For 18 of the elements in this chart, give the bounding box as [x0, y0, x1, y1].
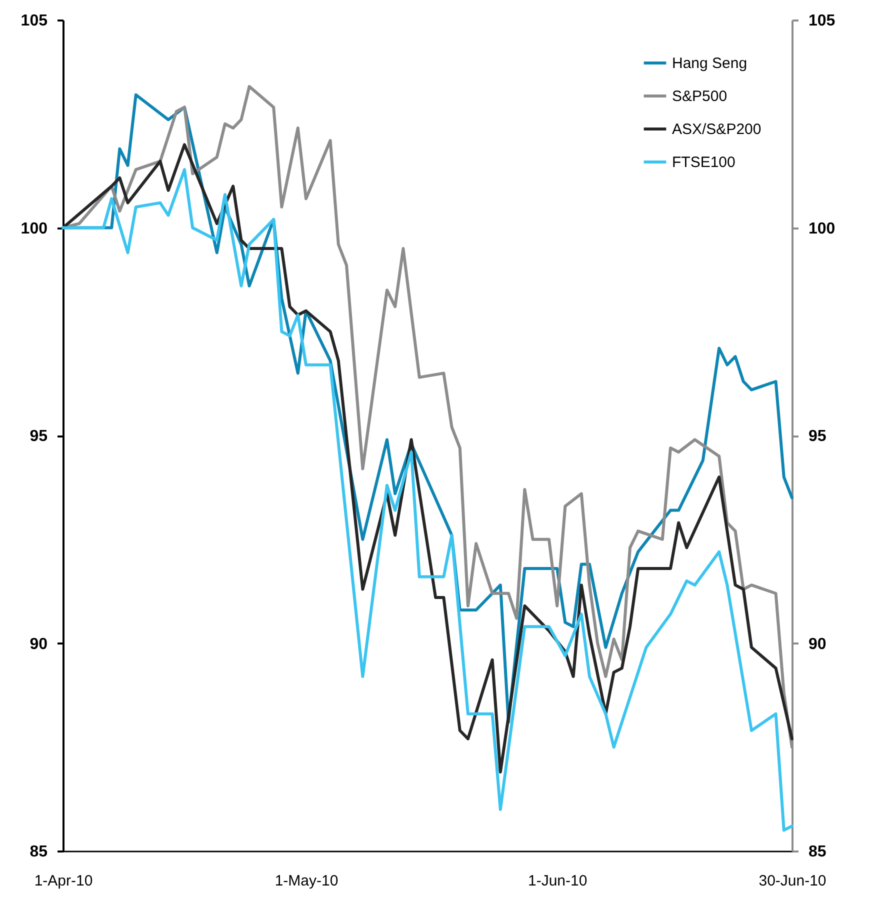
legend-label: FTSE100 — [672, 154, 736, 171]
y2-tick-label: 95 — [808, 428, 826, 445]
y2-tick-label: 85 — [808, 844, 826, 860]
y-tick-label: 90 — [30, 636, 48, 653]
legend-label: ASX/S&P200 — [672, 121, 762, 138]
x-tick-label: 1-May-10 — [274, 872, 338, 890]
legend-label: S&P500 — [672, 88, 728, 105]
x-tick-label: 1-Apr-10 — [34, 872, 93, 890]
y-tick-label: 105 — [20, 12, 48, 30]
x-tick-label: 1-Jun-10 — [528, 872, 588, 890]
legend-label: Hang Seng — [672, 55, 748, 72]
y2-tick-label: 105 — [808, 12, 836, 30]
y-tick-label: 85 — [30, 844, 48, 860]
x-tick-label: 30-Jun-10 — [758, 872, 826, 890]
y-tick-label: 95 — [30, 428, 48, 445]
y2-tick-label: 100 — [808, 220, 836, 238]
y-tick-label: 100 — [20, 220, 48, 238]
y2-tick-label: 90 — [808, 636, 826, 653]
